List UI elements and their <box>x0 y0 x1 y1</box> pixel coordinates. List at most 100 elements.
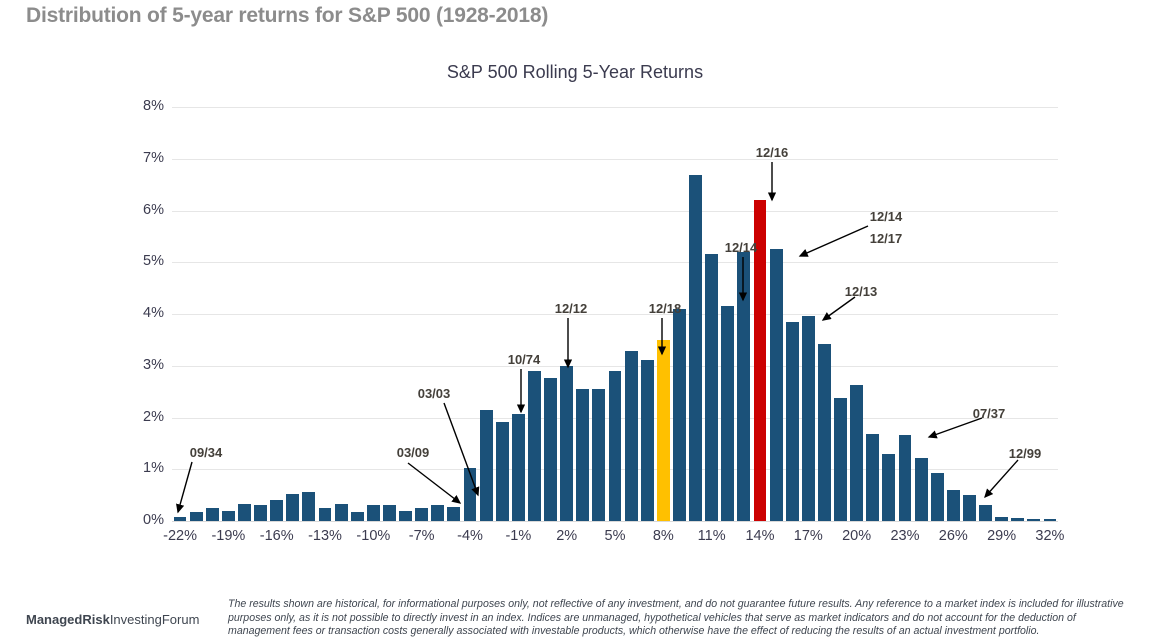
chart-bar[interactable] <box>995 517 1009 521</box>
chart-bar[interactable] <box>705 253 719 521</box>
bar-annotation-label: 12/99 <box>1008 446 1042 461</box>
x-axis-tick-label: -4% <box>457 528 483 544</box>
plot-area <box>172 107 1058 522</box>
gridline <box>172 314 1058 315</box>
chart-bar[interactable] <box>979 505 992 521</box>
chart-bar[interactable] <box>383 505 396 521</box>
bar-annotation-label: 12/17 <box>869 231 903 246</box>
bar-annotation-label: 12/12 <box>554 301 588 316</box>
chart-bar[interactable] <box>189 511 203 521</box>
x-axis-tick-label: 29% <box>987 528 1017 544</box>
chart-bar[interactable] <box>1011 518 1025 521</box>
chart-bar[interactable] <box>254 505 268 521</box>
chart-bar[interactable] <box>737 251 751 521</box>
chart-bar[interactable] <box>576 389 590 521</box>
y-axis-tick-label: 5% <box>143 253 164 270</box>
chart-bar[interactable] <box>350 512 364 521</box>
chart-bar[interactable] <box>946 489 960 521</box>
chart-bar[interactable] <box>930 473 944 521</box>
bar-annotation-label: 07/37 <box>972 406 1006 421</box>
x-axis-tick-label: -10% <box>356 528 391 544</box>
bar-annotation-label: 12/14 <box>724 240 758 255</box>
chart-bar[interactable] <box>672 308 686 521</box>
chart-bar[interactable] <box>785 321 799 521</box>
gridline <box>172 158 1058 160</box>
chart-bar[interactable] <box>769 249 783 521</box>
x-axis-tick-label: 2% <box>556 528 578 544</box>
axis-baseline <box>172 521 1058 522</box>
chart-bar[interactable] <box>173 517 187 521</box>
bar-annotation-label: 03/03 <box>417 386 451 401</box>
chart-bar[interactable] <box>302 491 316 521</box>
chart-bar[interactable] <box>721 306 735 521</box>
x-axis-tick-label: 14% <box>745 528 775 544</box>
bar-annotation-label: 03/09 <box>396 445 430 460</box>
x-axis-tick-label: -22% <box>163 528 197 544</box>
chart-bar[interactable] <box>560 366 574 521</box>
x-axis-tick-label: -19% <box>211 528 246 544</box>
brand-logo-bold: ManagedRisk <box>26 612 110 627</box>
footer-divider <box>0 588 1150 589</box>
chart-bar[interactable] <box>850 385 864 521</box>
chart-bar[interactable] <box>914 457 928 521</box>
disclaimer-text: The results shown are historical, for in… <box>228 598 1124 638</box>
chart-bar[interactable] <box>286 493 300 521</box>
bar-annotation-label: 09/34 <box>189 445 223 460</box>
chart-bar[interactable] <box>366 505 380 521</box>
y-axis-tick-label: 6% <box>143 201 164 218</box>
gridline <box>172 262 1058 264</box>
chart-bar[interactable] <box>624 351 638 521</box>
brand-logo: ManagedRiskInvestingForum <box>26 612 199 627</box>
y-axis-tick-label: 3% <box>143 356 164 373</box>
y-axis-tick-label: 2% <box>143 408 164 425</box>
chart-bar[interactable] <box>656 339 670 521</box>
chart-bar[interactable] <box>898 434 912 521</box>
chart-bar[interactable] <box>817 344 831 521</box>
chart-bar[interactable] <box>447 506 461 521</box>
chart-bar[interactable] <box>205 508 219 521</box>
chart-bar[interactable] <box>689 175 702 521</box>
chart-bar[interactable] <box>399 510 412 521</box>
page-title: Distribution of 5-year returns for S&P 5… <box>26 4 549 27</box>
chart-bar[interactable] <box>415 508 429 521</box>
chart-bar[interactable] <box>431 505 445 521</box>
chart-bar[interactable] <box>334 503 348 521</box>
chart-bar[interactable] <box>479 409 493 521</box>
bar-annotation-label: 12/18 <box>648 301 682 316</box>
x-axis-tick-label: -7% <box>408 528 435 544</box>
x-axis-tick-label: -1% <box>505 528 532 544</box>
x-axis-tick-label: 23% <box>890 528 920 544</box>
gridline <box>172 365 1058 367</box>
chart-bar[interactable] <box>834 398 847 521</box>
chart-bar[interactable] <box>801 315 815 521</box>
y-axis-tick-label: 7% <box>143 149 164 166</box>
chart-bar[interactable] <box>463 467 477 521</box>
chart-bar[interactable] <box>318 508 332 521</box>
y-axis-tick-label: 4% <box>143 305 164 321</box>
chart-bar[interactable] <box>511 414 525 521</box>
x-axis-tick-label: 26% <box>938 528 968 544</box>
chart-bar[interactable] <box>640 359 654 521</box>
bar-annotation-label: 12/13 <box>844 284 878 299</box>
chart-bar[interactable] <box>544 377 557 521</box>
chart-bar[interactable] <box>753 200 767 521</box>
chart-bar[interactable] <box>882 453 896 521</box>
chart-bar[interactable] <box>221 510 235 521</box>
chart-bar[interactable] <box>238 503 251 521</box>
bar-annotation-label: 12/14 <box>869 209 903 224</box>
chart-bar[interactable] <box>495 421 509 521</box>
x-axis-tick-label: -16% <box>259 528 294 544</box>
y-axis-tick-label: 0% <box>143 512 164 528</box>
chart-bar[interactable] <box>1043 519 1057 521</box>
bar-annotation-label: 12/16 <box>755 145 789 160</box>
brand-logo-light: InvestingForum <box>109 612 200 627</box>
chart-bar[interactable] <box>962 495 976 521</box>
x-axis-tick-label: 5% <box>604 528 626 544</box>
x-axis-tick-label: 11% <box>697 528 726 544</box>
chart-bar[interactable] <box>608 370 622 521</box>
chart-bar[interactable] <box>528 370 541 521</box>
chart-bar[interactable] <box>866 434 880 521</box>
chart-bar[interactable] <box>1027 518 1041 521</box>
chart-bar[interactable] <box>592 389 606 521</box>
chart-bar[interactable] <box>270 500 284 521</box>
